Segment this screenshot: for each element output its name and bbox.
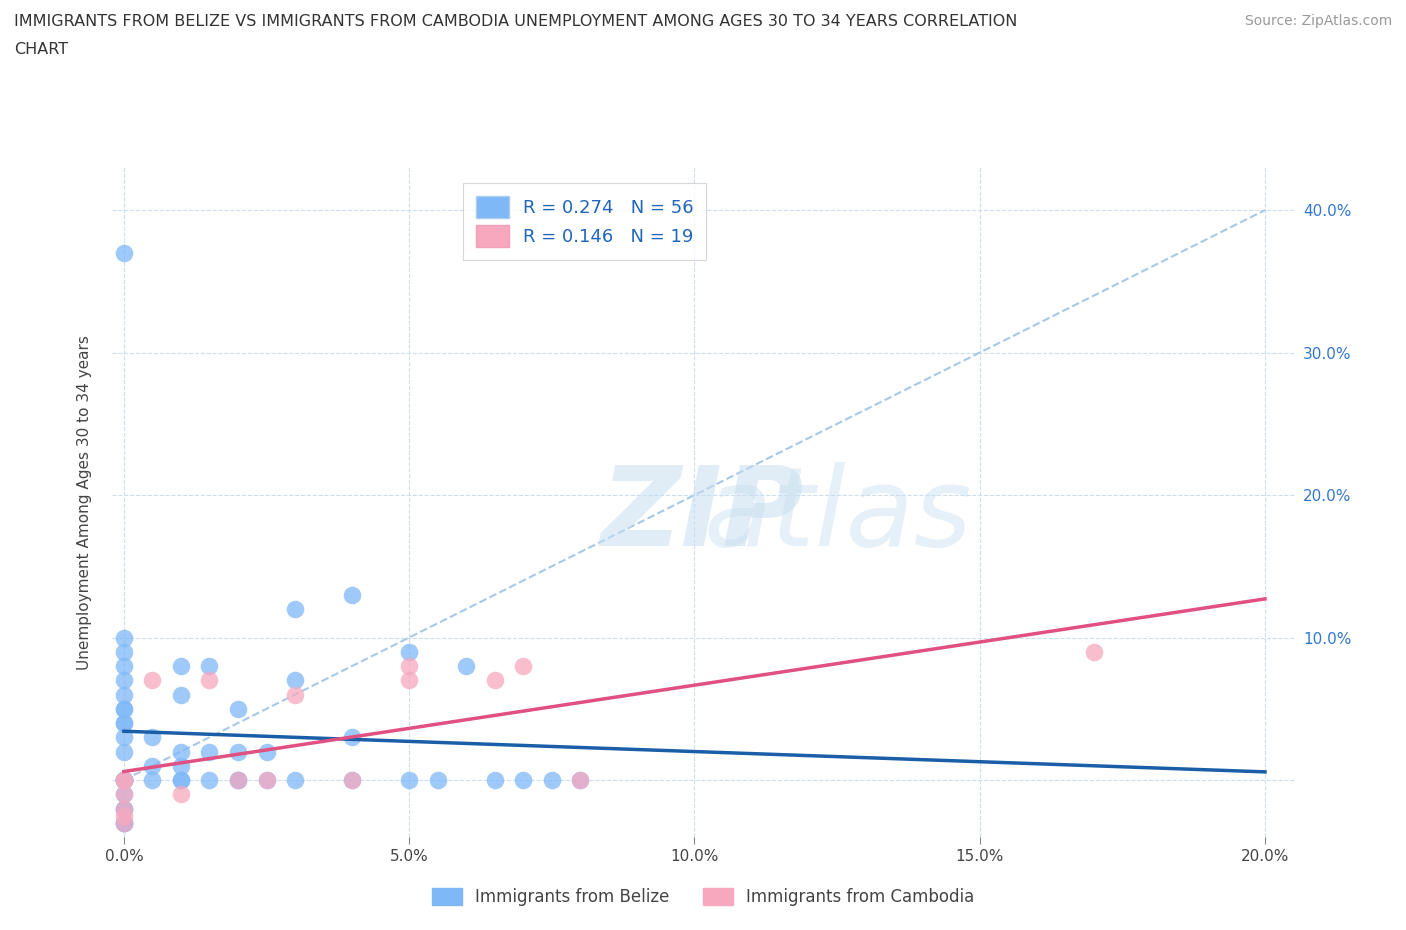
Point [112,808,135,823]
Point [284,602,307,617]
Point [112,715,135,730]
Point [112,816,135,830]
Point [226,701,249,716]
Point [112,701,135,716]
Point [198,658,221,673]
Point [112,816,135,830]
Point [512,658,534,673]
Point [1083,644,1105,659]
Point [226,773,249,788]
Point [112,672,135,687]
Point [398,658,420,673]
Point [112,773,135,788]
Point [226,773,249,788]
Text: ZIP: ZIP [602,462,804,569]
Y-axis label: Unemployment Among Ages 30 to 34 years: Unemployment Among Ages 30 to 34 years [77,335,91,670]
Point [198,672,221,687]
Point [170,658,193,673]
Point [340,773,363,788]
Point [569,773,592,788]
Point [398,672,420,687]
Point [340,730,363,745]
Point [198,744,221,759]
Point [398,644,420,659]
Text: Source: ZipAtlas.com: Source: ZipAtlas.com [1244,14,1392,28]
Point [226,744,249,759]
Legend: R = 0.274   N = 56, R = 0.146   N = 19: R = 0.274 N = 56, R = 0.146 N = 19 [464,183,706,259]
Point [112,744,135,759]
Point [112,658,135,673]
Point [340,773,363,788]
Point [569,773,592,788]
Point [141,730,163,745]
Point [170,773,193,788]
Point [226,773,249,788]
Point [340,588,363,603]
Point [398,773,420,788]
Point [112,773,135,788]
Point [198,773,221,788]
Point [112,773,135,788]
Point [112,801,135,816]
Point [112,773,135,788]
Point [112,816,135,830]
Point [170,744,193,759]
Point [484,773,506,788]
Point [112,773,135,788]
Point [141,773,163,788]
Point [484,672,506,687]
Legend: Immigrants from Belize, Immigrants from Cambodia: Immigrants from Belize, Immigrants from … [425,881,981,912]
Point [284,773,307,788]
Text: IMMIGRANTS FROM BELIZE VS IMMIGRANTS FROM CAMBODIA UNEMPLOYMENT AMONG AGES 30 TO: IMMIGRANTS FROM BELIZE VS IMMIGRANTS FRO… [14,14,1018,29]
Point [170,687,193,702]
Point [456,658,478,673]
Point [112,773,135,788]
Point [112,730,135,745]
Point [112,787,135,802]
Point [112,246,135,260]
Point [170,773,193,788]
Point [170,758,193,773]
Point [112,631,135,645]
Point [112,701,135,716]
Point [170,787,193,802]
Point [256,773,278,788]
Text: CHART: CHART [14,42,67,57]
Point [112,773,135,788]
Point [284,672,307,687]
Point [256,773,278,788]
Text: atlas: atlas [703,462,972,569]
Point [112,644,135,659]
Point [284,687,307,702]
Point [112,787,135,802]
Point [540,773,562,788]
Point [112,816,135,830]
Point [112,773,135,788]
Point [426,773,449,788]
Point [512,773,534,788]
Point [141,758,163,773]
Point [112,801,135,816]
Point [256,744,278,759]
Point [112,715,135,730]
Point [112,801,135,816]
Point [112,687,135,702]
Point [141,672,163,687]
